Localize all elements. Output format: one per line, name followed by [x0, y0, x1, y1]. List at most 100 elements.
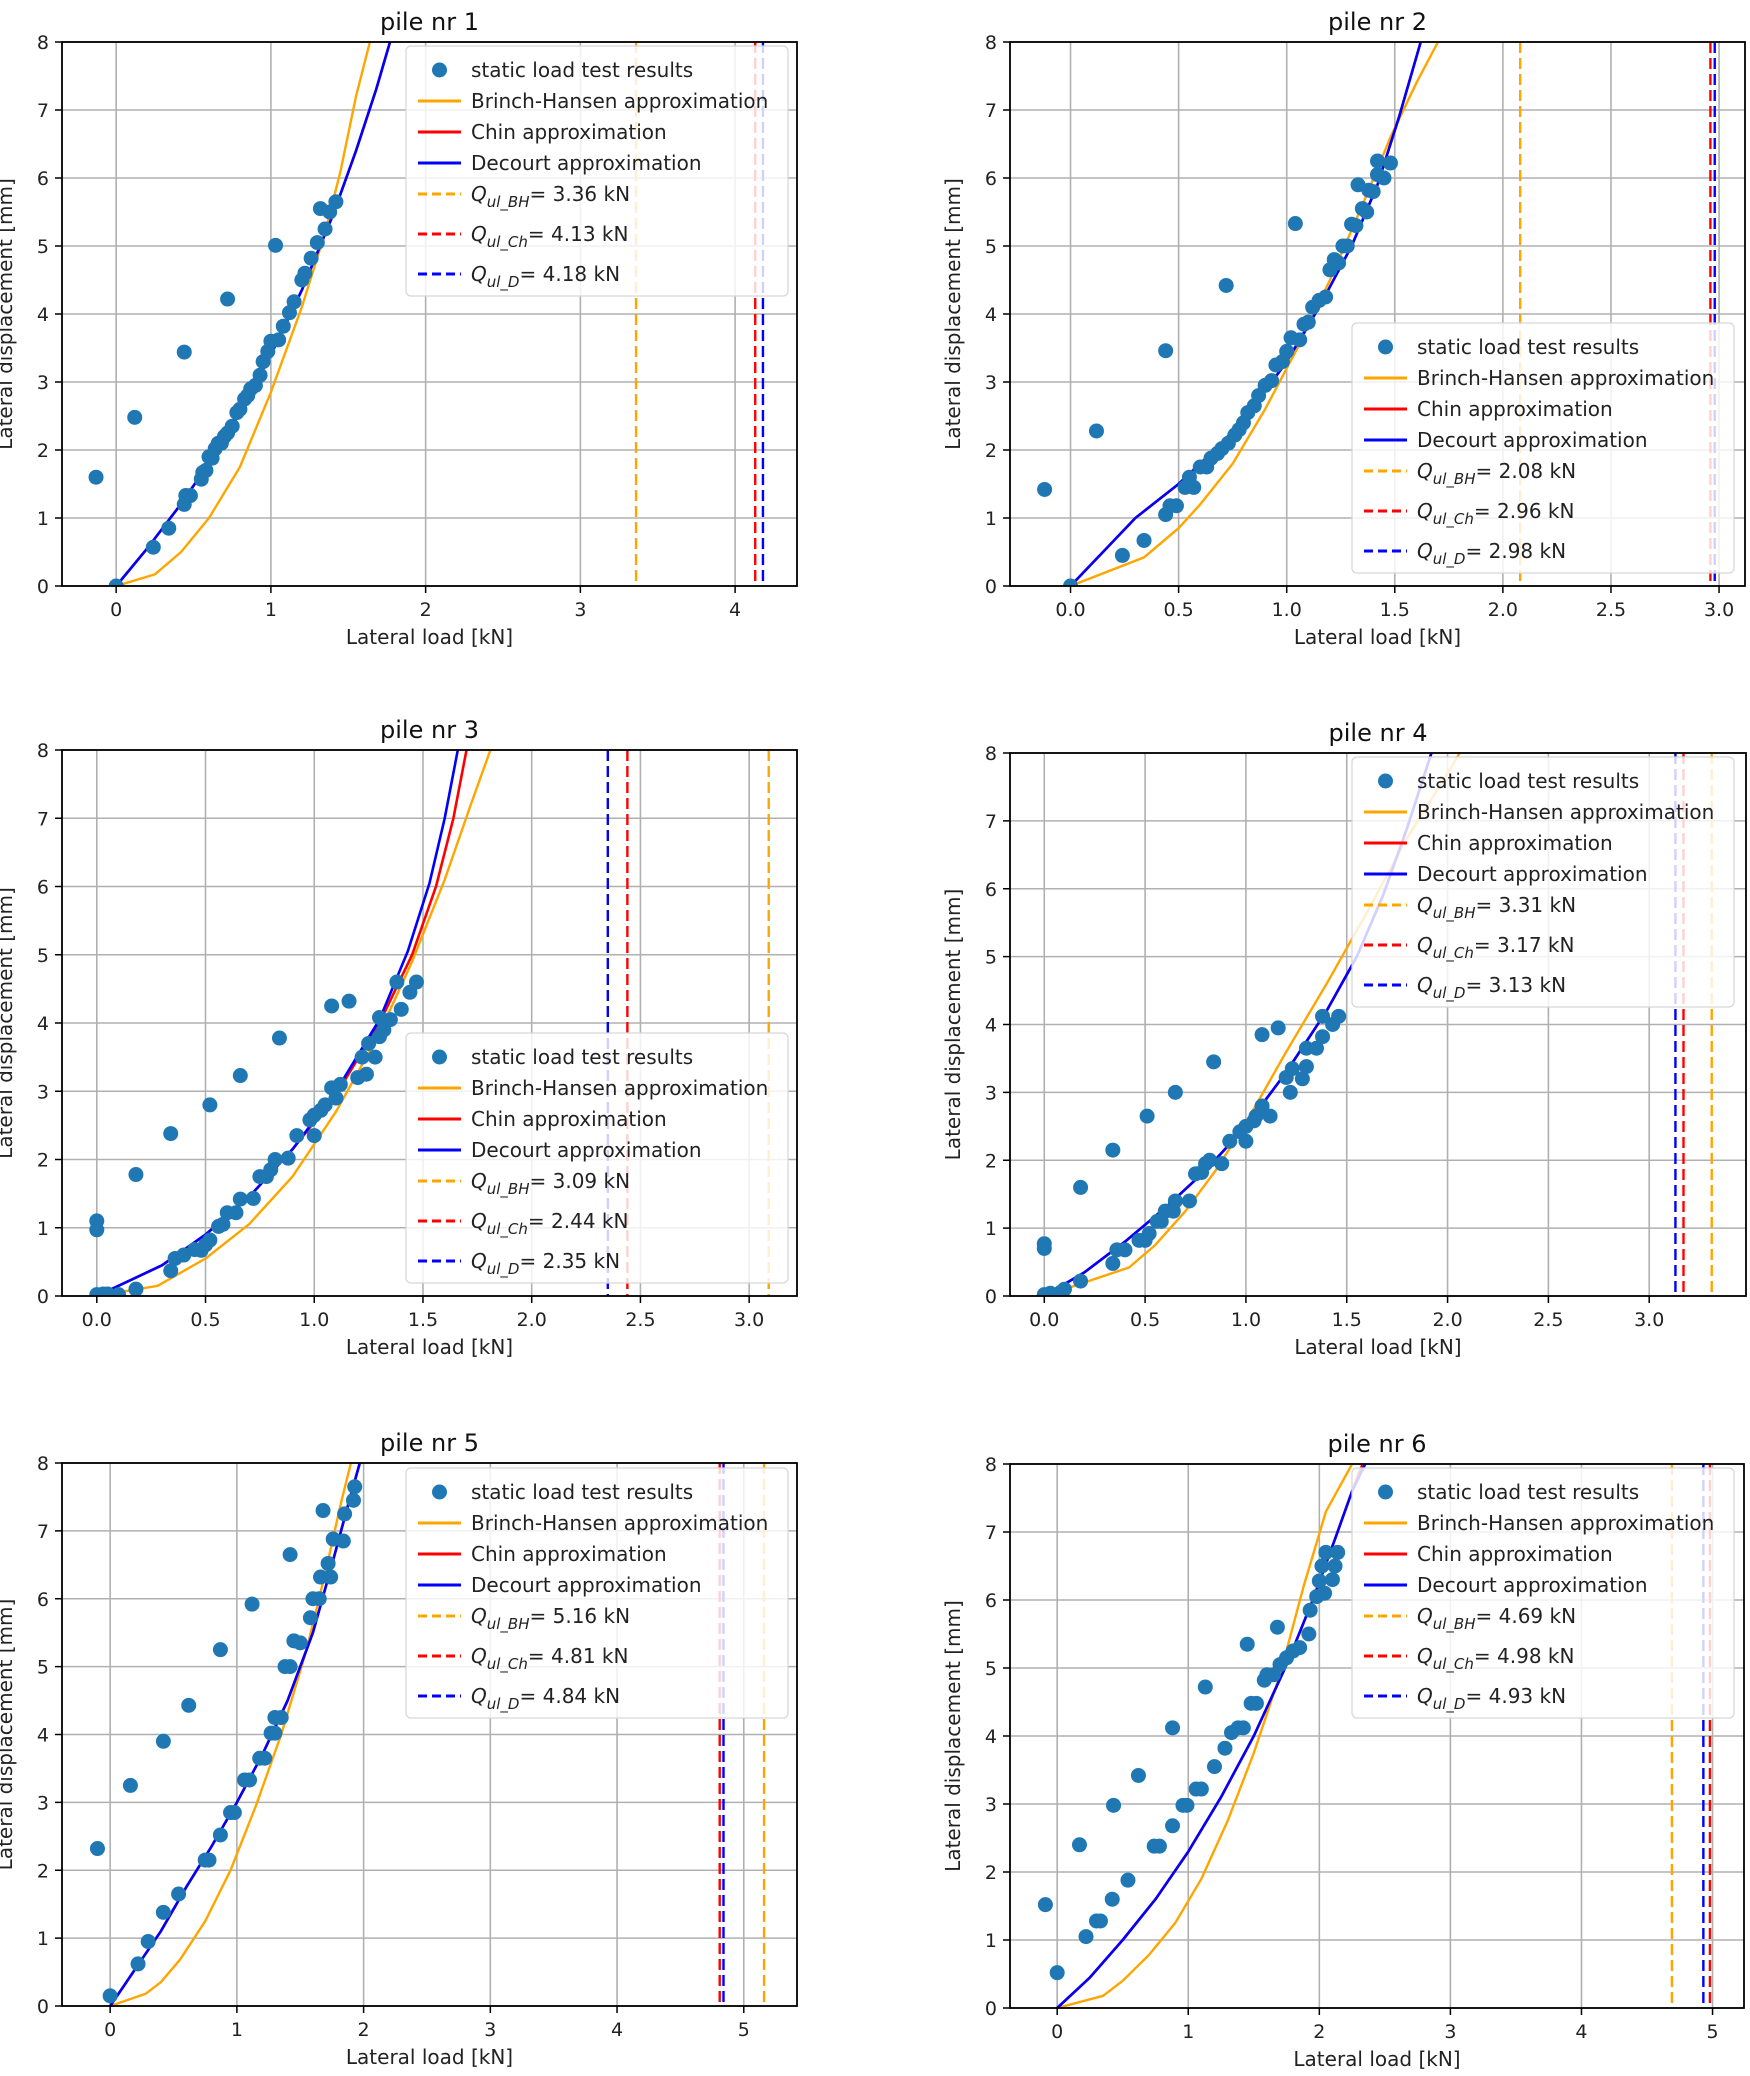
- x-tick-label: 4: [729, 599, 741, 621]
- q-unit: kN: [587, 1684, 620, 1708]
- scatter-point: [1037, 481, 1053, 497]
- q-symbol: Q: [1417, 1684, 1433, 1708]
- y-tick-label: 3: [985, 1794, 997, 1816]
- q-value: 4.69: [1499, 1604, 1544, 1628]
- x-tick-label: 0.0: [1029, 1309, 1059, 1331]
- scatter-point: [1269, 1619, 1285, 1635]
- q-symbol: Q: [471, 1209, 487, 1233]
- scatter-point: [1117, 1242, 1133, 1258]
- q-equals: =: [519, 1684, 542, 1708]
- scatter-point: [1294, 1071, 1310, 1087]
- y-tick-label: 5: [985, 1658, 997, 1680]
- x-tick-label: 2.5: [625, 1309, 655, 1331]
- x-tick-label: 0: [1051, 2021, 1063, 2043]
- x-tick-label: 4: [1575, 2021, 1587, 2043]
- scatter-point: [1376, 170, 1392, 186]
- scatter-point: [1167, 1084, 1183, 1100]
- q-subscript: ul_Ch: [487, 1655, 528, 1674]
- scatter-point: [332, 1076, 348, 1092]
- scatter-point: [367, 1049, 383, 1065]
- scatter-point: [317, 1097, 333, 1113]
- x-tick-label: 1.5: [1332, 1309, 1362, 1331]
- legend-label-q-chin: Qul_Ch= 2.96 kN: [1417, 499, 1574, 529]
- q-equals: =: [528, 1644, 551, 1668]
- chart-title: pile nr 5: [380, 1429, 479, 1457]
- q-unit: kN: [1543, 893, 1576, 917]
- scatter-point: [309, 235, 325, 251]
- y-tick-label: 2: [37, 1150, 49, 1172]
- scatter-point: [252, 367, 268, 383]
- q-value: 4.13: [551, 222, 596, 246]
- scatter-point: [176, 344, 192, 360]
- scatter-point: [1254, 1027, 1270, 1043]
- brinch-hansen-curve: [115, 42, 372, 586]
- scatter-point: [1120, 1872, 1136, 1888]
- legend-box: [1351, 756, 1735, 1008]
- y-tick-label: 5: [37, 945, 49, 967]
- q-value: 2.08: [1499, 459, 1544, 483]
- legend-label-q-chin: Qul_Ch= 4.98 kN: [1417, 1644, 1574, 1674]
- scatter-point: [130, 1956, 146, 1972]
- q-value: 5.16: [553, 1604, 598, 1628]
- scatter-point: [297, 265, 313, 281]
- y-tick-label: 6: [37, 1589, 49, 1611]
- y-tick-label: 0: [985, 1286, 997, 1308]
- y-tick-label: 1: [37, 1218, 49, 1240]
- q-unit: kN: [1542, 499, 1575, 523]
- q-symbol: Q: [471, 182, 487, 206]
- scatter-point: [171, 1886, 187, 1902]
- y-tick-label: 7: [37, 100, 49, 122]
- scatter-point: [1106, 1797, 1122, 1813]
- x-axis-label: Lateral load [kN]: [346, 625, 513, 649]
- x-tick-label: 3: [574, 599, 586, 621]
- q-subscript: ul_D: [1433, 984, 1466, 1003]
- y-tick-label: 3: [985, 372, 997, 394]
- q-equals: =: [1476, 459, 1499, 483]
- legend-label-scatter: static load test results: [1417, 1480, 1639, 1504]
- q-value: 2.44: [551, 1209, 596, 1233]
- x-tick-label: 1.0: [1272, 599, 1302, 621]
- scatter-point: [1218, 277, 1234, 293]
- q-equals: =: [1476, 893, 1499, 917]
- y-axis-label: Lateral displacement [mm]: [941, 1600, 965, 1872]
- legend-label-q-decourt: Qul_D= 4.84 kN: [471, 1684, 620, 1714]
- x-tick-label: 1.0: [299, 1309, 329, 1331]
- x-tick-label: 3.0: [734, 1309, 764, 1331]
- scatter-point: [1302, 1602, 1318, 1618]
- x-tick-label: 2.0: [517, 1309, 547, 1331]
- q-symbol: Q: [1417, 893, 1433, 917]
- scatter-point: [1078, 1929, 1094, 1945]
- y-tick-label: 0: [37, 1286, 49, 1308]
- q-unit: kN: [597, 1169, 630, 1193]
- legend-label-q-decourt: Qul_D= 4.18 kN: [471, 262, 620, 292]
- scatter-point: [128, 1281, 144, 1296]
- scatter-point: [1330, 1544, 1346, 1560]
- y-tick-label: 1: [37, 1928, 49, 1950]
- decourt-curve: [1056, 1464, 1367, 2008]
- scatter-point: [1254, 1098, 1270, 1114]
- x-tick-label: 1: [231, 2019, 243, 2041]
- scatter-point: [1105, 1255, 1121, 1271]
- scatter-point: [382, 1012, 398, 1028]
- scatter-point: [286, 294, 302, 310]
- scatter-point: [1168, 498, 1184, 514]
- scatter-point: [89, 1222, 105, 1238]
- q-subscript: ul_D: [487, 1695, 520, 1714]
- scatter-point: [1311, 1573, 1327, 1589]
- scatter-point: [1165, 1818, 1181, 1834]
- q-unit: kN: [596, 1209, 629, 1233]
- scatter-point: [155, 1733, 171, 1749]
- scatter-point: [201, 1852, 217, 1868]
- y-tick-label: 2: [985, 1862, 997, 1884]
- scatter-point: [302, 1610, 318, 1626]
- y-tick-label: 0: [985, 1998, 997, 2020]
- scatter-point: [1222, 1133, 1238, 1149]
- y-axis-label: Lateral displacement [mm]: [941, 178, 965, 450]
- scatter-point: [273, 1710, 289, 1726]
- x-tick-label: 0.5: [190, 1309, 220, 1331]
- q-equals: =: [1474, 1644, 1497, 1668]
- plot-content: [1037, 42, 1716, 586]
- scatter-point: [232, 1191, 248, 1207]
- scatter-point: [198, 462, 214, 478]
- axes-frame: [1009, 41, 1746, 587]
